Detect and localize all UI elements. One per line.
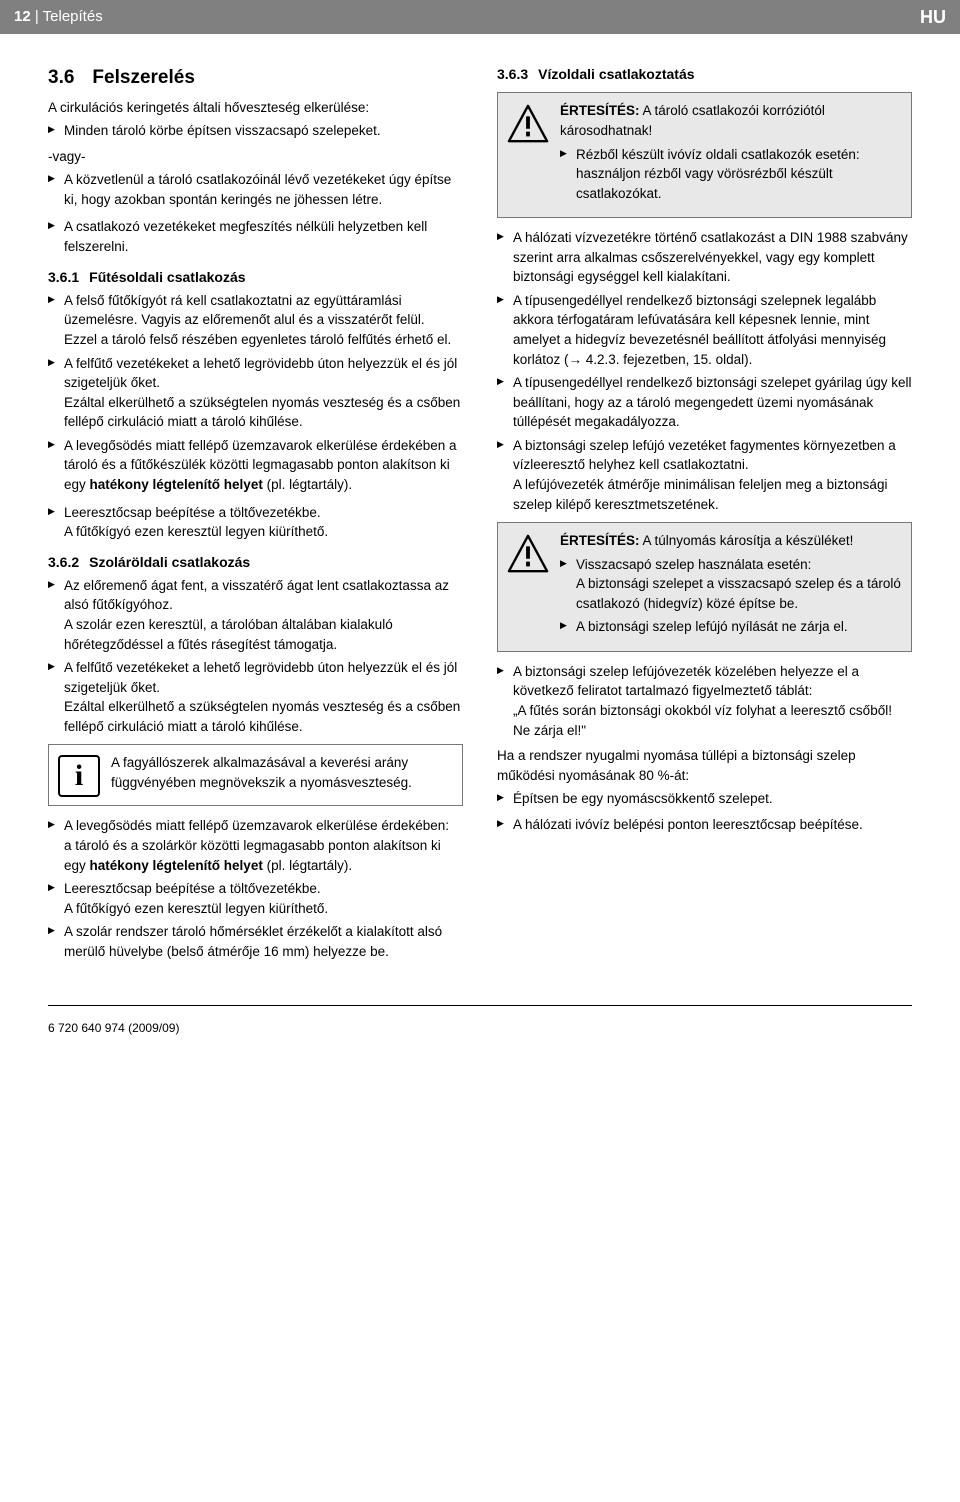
list-item: Építsen be egy nyomáscsökkentő szelepet. bbox=[497, 789, 912, 809]
heading-3-6-3: 3.6.3Vízoldali csatlakoztatás bbox=[497, 64, 912, 84]
list-item: A levegősödés miatt fellépő üzemzavarok … bbox=[48, 436, 463, 495]
page-body: 3.6Felszerelés A cirkulációs keringetés … bbox=[0, 34, 960, 997]
footer-divider bbox=[48, 1005, 912, 1006]
list-item: A szolár rendszer tároló hőmérséklet érz… bbox=[48, 922, 463, 961]
list-3-6-3-a: A hálózati vízvezetékre történő csatlako… bbox=[497, 228, 912, 514]
intro-3-6: A cirkulációs keringetés általi hőveszte… bbox=[48, 98, 463, 118]
list-item: A felfűtő vezetékeket a lehető legrövide… bbox=[48, 354, 463, 432]
warning-body-2: ÉRTESÍTÉS: A túlnyomás károsítja a készü… bbox=[560, 531, 901, 643]
list-item: A levegősödés miatt fellépő üzemzavarok … bbox=[48, 816, 463, 875]
warning-1-list: Rézből készült ivóvíz oldali csatlakozók… bbox=[560, 145, 901, 204]
warning-2-list: Visszacsapó szelep használata esetén: A … bbox=[560, 555, 901, 637]
warning-notice-1: ÉRTESÍTÉS: A tároló csatlakozói korrózió… bbox=[497, 92, 912, 218]
list-3-6-2-b: A levegősödés miatt fellépő üzemzavarok … bbox=[48, 816, 463, 961]
list-3-6-3-b: A biztonsági szelep lefújóvezeték közelé… bbox=[497, 662, 912, 740]
list-3-6-b: A közvetlenül a tároló csatlakozóinál lé… bbox=[48, 170, 463, 209]
page-number: 12 bbox=[14, 8, 31, 25]
para-pressure: Ha a rendszer nyugalmi nyomása túllépi a… bbox=[497, 746, 912, 785]
list-item: A felfűtő vezetékeket a lehető legrövide… bbox=[48, 658, 463, 736]
list-item: Rézből készült ivóvíz oldali csatlakozók… bbox=[560, 145, 901, 204]
list-3-6-3-d: A hálózati ivóvíz belépési ponton leeres… bbox=[497, 815, 912, 835]
list-3-6-c: A csatlakozó vezetékeket megfeszítés nél… bbox=[48, 217, 463, 256]
list-3-6-a: Minden tároló körbe építsen visszacsapó … bbox=[48, 121, 463, 141]
list-3-6-3-c: Építsen be egy nyomáscsökkentő szelepet. bbox=[497, 789, 912, 809]
list-item: Leeresztőcsap beépítése a töltővezetékbe… bbox=[48, 879, 463, 918]
list-item: A hálózati ivóvíz belépési ponton leeres… bbox=[497, 815, 912, 835]
list-3-6-1-end: Leeresztőcsap beépítése a töltővezetékbe… bbox=[48, 503, 463, 542]
list-item: Minden tároló körbe építsen visszacsapó … bbox=[48, 121, 463, 141]
list-item: A biztonsági szelep lefújóvezeték közelé… bbox=[497, 662, 912, 740]
list-item: A hálózati vízvezetékre történő csatlako… bbox=[497, 228, 912, 287]
list-item: A biztonsági szelep lefújó nyílását ne z… bbox=[560, 617, 901, 637]
warning-icon bbox=[506, 531, 550, 643]
list-item: Leeresztőcsap beépítése a töltővezetékbe… bbox=[48, 503, 463, 542]
list-item: A közvetlenül a tároló csatlakozóinál lé… bbox=[48, 170, 463, 209]
list-3-6-2-a: Az előremenő ágat fent, a visszatérő ága… bbox=[48, 576, 463, 737]
warning-body-1: ÉRTESÍTÉS: A tároló csatlakozói korrózió… bbox=[560, 101, 901, 209]
list-item: A felső fűtőkígyót rá kell csatlakoztatn… bbox=[48, 291, 463, 350]
list-item: A csatlakozó vezetékeket megfeszítés nél… bbox=[48, 217, 463, 256]
warning-icon bbox=[506, 101, 550, 209]
info-body: A fagyállószerek alkalmazásával a keveré… bbox=[111, 753, 452, 797]
list-item: Visszacsapó szelep használata esetén: A … bbox=[560, 555, 901, 614]
info-icon: i bbox=[57, 753, 101, 797]
vagy-label: -vagy- bbox=[48, 147, 463, 167]
heading-3-6: 3.6Felszerelés bbox=[48, 64, 463, 92]
warning-notice-2: ÉRTESÍTÉS: A túlnyomás károsítja a készü… bbox=[497, 522, 912, 652]
right-column: 3.6.3Vízoldali csatlakoztatás ÉRTESÍTÉS:… bbox=[497, 64, 912, 967]
footer: 6 720 640 974 (2009/09) bbox=[0, 1016, 960, 1057]
header-left: 12 | Telepítés bbox=[14, 6, 103, 28]
info-notice: i A fagyállószerek alkalmazásával a keve… bbox=[48, 744, 463, 806]
list-item: Az előremenő ágat fent, a visszatérő ága… bbox=[48, 576, 463, 654]
page-header: 12 | Telepítés HU bbox=[0, 0, 960, 34]
list-item: A biztonsági szelep lefújó vezetéket fag… bbox=[497, 436, 912, 514]
list-item: A típusengedéllyel rendelkező biztonsági… bbox=[497, 373, 912, 432]
heading-3-6-2: 3.6.2Szoláröldali csatlakozás bbox=[48, 552, 463, 572]
list-item: A típusengedéllyel rendelkező biztonsági… bbox=[497, 291, 912, 369]
left-column: 3.6Felszerelés A cirkulációs keringetés … bbox=[48, 64, 463, 967]
header-section: Telepítés bbox=[43, 8, 103, 25]
doc-code: 6 720 640 974 (2009/09) bbox=[48, 1021, 179, 1035]
heading-3-6-1: 3.6.1Fűtésoldali csatlakozás bbox=[48, 267, 463, 287]
list-3-6-1: A felső fűtőkígyót rá kell csatlakoztatn… bbox=[48, 291, 463, 495]
header-lang: HU bbox=[920, 4, 946, 30]
